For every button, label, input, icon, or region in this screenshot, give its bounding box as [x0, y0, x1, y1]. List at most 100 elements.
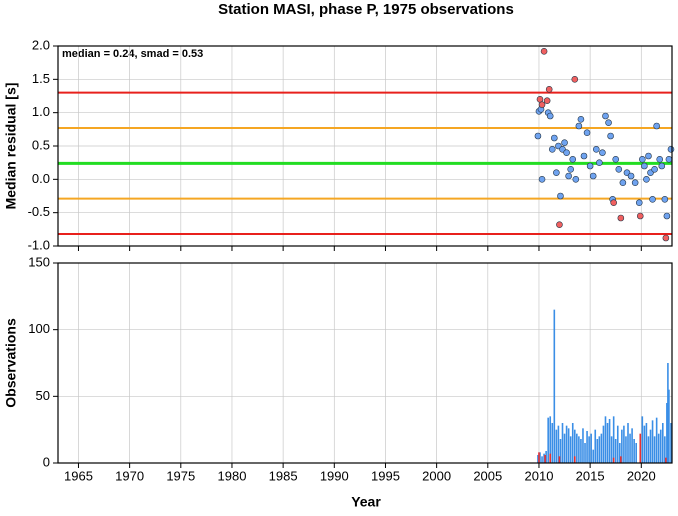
point: [589, 172, 597, 180]
bar: [659, 429, 662, 463]
bar: [639, 433, 642, 463]
x-axis-label: Year: [351, 494, 381, 510]
point: [553, 169, 560, 176]
bar: [612, 416, 615, 463]
point: [538, 176, 546, 183]
y-tick-label: 100: [28, 321, 50, 336]
bar: [616, 425, 619, 463]
bar: [670, 423, 672, 463]
point: [619, 179, 627, 186]
bar: [557, 425, 560, 463]
point: [572, 176, 580, 183]
bar: [539, 452, 541, 463]
point: [653, 122, 660, 130]
bar: [590, 433, 592, 463]
point: [592, 146, 600, 153]
bar: [545, 451, 547, 463]
bar: [614, 439, 617, 463]
point: [667, 146, 675, 153]
chart-title: Station MASI, phase P, 1975 observations: [218, 1, 514, 18]
bar: [549, 453, 552, 463]
bar: [668, 389, 670, 463]
point: [612, 156, 620, 163]
point: [615, 166, 623, 173]
bar: [625, 436, 627, 463]
point: [565, 172, 572, 180]
bar: [667, 363, 669, 463]
y-axis-label: Median residual [s]: [3, 83, 19, 210]
bar: [553, 309, 556, 463]
point: [627, 172, 635, 180]
point: [663, 212, 671, 220]
bar: [573, 456, 576, 463]
point: [635, 199, 643, 206]
y-tick-label: -1.0: [28, 237, 50, 252]
bar: [641, 416, 644, 463]
point: [580, 152, 588, 160]
point: [651, 166, 658, 173]
bar: [655, 417, 658, 463]
x-tick-label: 2020: [627, 468, 656, 483]
bar: [561, 423, 564, 463]
point: [575, 122, 583, 130]
point: [548, 146, 556, 153]
point: [551, 134, 558, 142]
point: [563, 149, 570, 156]
x-tick-label: 2010: [525, 468, 554, 483]
x-tick-label: 2000: [422, 468, 451, 483]
bar: [555, 429, 558, 463]
bar: [631, 428, 633, 463]
bar: [573, 429, 576, 463]
bar: [664, 436, 666, 463]
y-tick-label: 1.0: [32, 104, 50, 119]
bar: [558, 456, 561, 463]
point: [571, 76, 579, 83]
bar: [633, 439, 635, 463]
bar: [592, 449, 595, 463]
y-tick-label: 0: [43, 454, 50, 469]
point: [534, 132, 542, 140]
point: [538, 101, 546, 108]
bar: [661, 423, 664, 463]
x-tick-label: 2005: [473, 468, 502, 483]
bar: [666, 403, 668, 463]
bar: [538, 452, 540, 463]
bar: [569, 436, 572, 463]
bar: [596, 439, 599, 463]
bar: [541, 456, 543, 463]
point: [545, 86, 553, 93]
bar: [582, 428, 584, 463]
x-tick-label: 1985: [269, 468, 298, 483]
x-tick-label: 1970: [115, 468, 144, 483]
bar: [608, 419, 611, 463]
x-tick-label: 2015: [576, 468, 605, 483]
bar: [588, 436, 590, 463]
point: [649, 196, 656, 203]
bar: [594, 429, 597, 463]
point: [643, 176, 650, 183]
bar: [580, 439, 582, 463]
bar: [629, 433, 631, 463]
point: [599, 149, 606, 156]
point: [602, 112, 609, 120]
point: [639, 156, 646, 163]
bar: [567, 428, 570, 463]
bar: [620, 456, 622, 463]
bar: [563, 433, 566, 463]
point: [543, 97, 551, 104]
point: [607, 132, 614, 140]
point: [596, 159, 603, 166]
bar: [559, 439, 562, 463]
point: [586, 162, 594, 170]
bar: [612, 457, 615, 463]
point: [540, 48, 548, 55]
bar: [635, 443, 637, 463]
bar: [565, 425, 568, 463]
y-tick-label: 2.0: [32, 37, 50, 52]
plot-frame: [57, 45, 673, 247]
bar: [586, 431, 588, 463]
bar: [584, 443, 586, 463]
point: [665, 156, 673, 163]
y-tick-label: 150: [28, 254, 50, 269]
point: [567, 166, 574, 173]
